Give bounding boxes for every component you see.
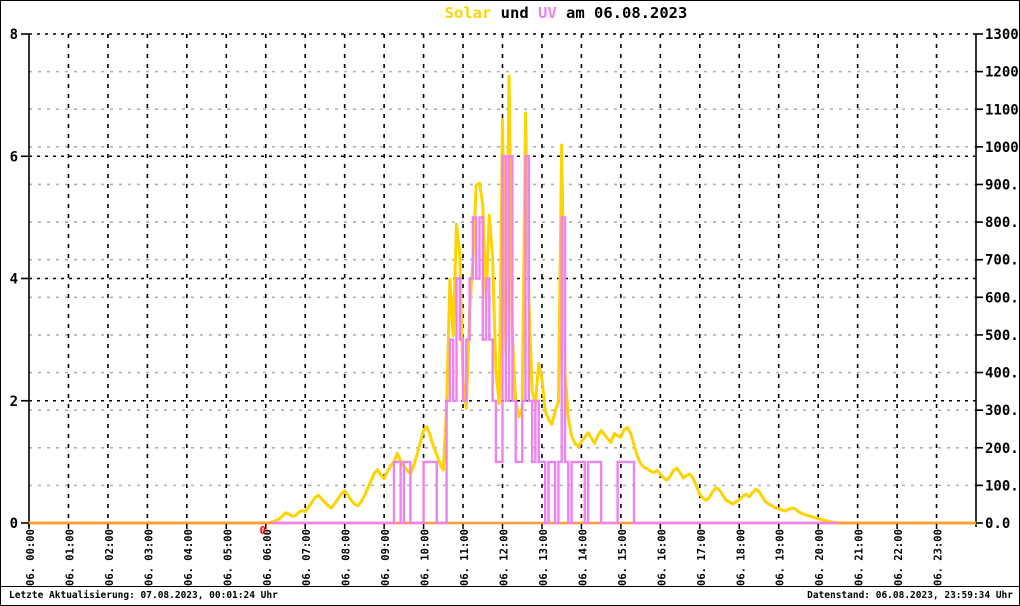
right-axis-label: 1000 bbox=[985, 140, 1019, 156]
left-axis-label: 8 bbox=[10, 27, 18, 43]
right-axis-label: 1300 bbox=[985, 27, 1019, 43]
right-axis-label: 400.0 bbox=[985, 366, 1020, 382]
x-axis-label: 06. 23:00 bbox=[933, 529, 945, 586]
left-axis-ticks bbox=[21, 33, 29, 524]
right-axis-label: 300.0 bbox=[985, 403, 1020, 419]
footer-separator bbox=[1, 586, 1019, 587]
right-axis-labels: 0.0 100.0 200.0 300.0 400.0 500.0 600.0 700.0 80… bbox=[985, 27, 1020, 532]
data-timestamp-text: Datenstand: 06.08.2023, 23:59:34 Uhr bbox=[807, 590, 1013, 601]
x-axis-label: 06. 01:00 bbox=[65, 529, 77, 586]
axis-frame bbox=[28, 34, 977, 527]
left-axis-labels: 0 2 4 6 8 bbox=[10, 27, 18, 532]
uv-series-line bbox=[272, 155, 838, 525]
x-axis-label: 06. 19:00 bbox=[775, 529, 787, 586]
x-axis-label: 06. 08:00 bbox=[341, 529, 353, 586]
x-axis-label: 06. 21:00 bbox=[854, 529, 866, 586]
right-axis-ticks bbox=[976, 33, 983, 524]
left-axis-label: 2 bbox=[10, 394, 18, 410]
right-axis-label: 700.0 bbox=[985, 253, 1020, 269]
x-axis-label: 06. 12:00 bbox=[499, 529, 511, 586]
left-axis-label: 0 bbox=[10, 516, 18, 532]
chart-title: Solar und UV am 06.08.2023 bbox=[445, 4, 688, 22]
right-axis-label: 900.0 bbox=[985, 178, 1020, 194]
right-axis-label: 0.0 bbox=[985, 516, 1010, 532]
right-axis-label: 200.0 bbox=[985, 441, 1020, 457]
last-update-text: Letzte Aktualisierung: 07.08.2023, 00:01… bbox=[9, 590, 278, 601]
x-axis-label: 06. 13:00 bbox=[538, 529, 550, 586]
x-axis-label: 06. 03:00 bbox=[143, 529, 155, 586]
right-axis-label: 500.0 bbox=[985, 328, 1020, 344]
x-axis-label: 06. 07:00 bbox=[301, 529, 313, 586]
sunrise-marker: 0 bbox=[259, 524, 266, 537]
right-axis-label: 100.0 bbox=[985, 478, 1020, 494]
x-axis-label: 06. 17:00 bbox=[696, 529, 708, 586]
x-axis-label: 06. 10:00 bbox=[420, 529, 432, 586]
title-date: am 06.08.2023 bbox=[556, 4, 688, 22]
x-axis-label: 06. 14:00 bbox=[577, 529, 589, 586]
right-axis-label: 1200 bbox=[985, 65, 1019, 81]
x-axis-label: 06. 16:00 bbox=[656, 529, 668, 586]
x-axis-label: 06. 04:00 bbox=[183, 529, 195, 586]
x-axis-label: 06. 18:00 bbox=[735, 529, 747, 586]
x-axis-label: 06. 22:00 bbox=[893, 529, 905, 586]
title-und-word: und bbox=[491, 4, 539, 22]
x-axis-label: 06. 06:00 bbox=[262, 529, 274, 586]
left-axis-label: 4 bbox=[10, 272, 18, 288]
x-axis-label: 06. 05:00 bbox=[222, 529, 234, 586]
right-axis-label: 800.0 bbox=[985, 215, 1020, 231]
sunrise-marker-glyph: 0 bbox=[259, 524, 266, 537]
x-axis-label: 06. 09:00 bbox=[380, 529, 392, 586]
title-solar-word: Solar bbox=[444, 4, 492, 22]
x-axis-ticks bbox=[28, 524, 938, 529]
x-axis-label: 06. 15:00 bbox=[617, 529, 629, 586]
left-axis-label: 6 bbox=[10, 149, 18, 165]
right-axis-label: 600.0 bbox=[985, 290, 1020, 306]
x-axis-label: 06. 11:00 bbox=[459, 529, 471, 586]
x-axis-label: 06. 00:00 bbox=[25, 529, 37, 586]
right-axis-label: 1100 bbox=[985, 102, 1019, 118]
gridlines-hours bbox=[67, 34, 938, 523]
x-axis-labels: 06. 00:00 06. 01:00 06. 02:00 06. 03:00 06. … bbox=[25, 529, 945, 586]
x-axis-label: 06. 02:00 bbox=[104, 529, 116, 586]
title-uv-word: UV bbox=[538, 4, 557, 22]
x-axis-label: 06. 20:00 bbox=[814, 529, 826, 586]
